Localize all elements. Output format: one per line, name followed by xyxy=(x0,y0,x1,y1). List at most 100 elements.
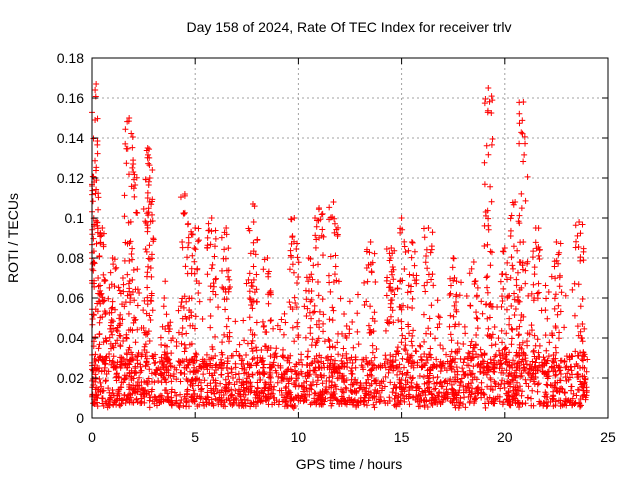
data-point xyxy=(435,313,442,320)
data-point xyxy=(181,209,188,216)
data-point xyxy=(518,358,525,365)
data-point xyxy=(128,130,135,137)
data-point xyxy=(122,400,129,407)
data-point xyxy=(401,364,408,371)
data-point xyxy=(518,190,525,197)
data-point xyxy=(120,281,127,288)
data-point xyxy=(218,371,225,378)
data-point xyxy=(224,358,231,365)
data-point xyxy=(106,284,113,291)
data-point xyxy=(191,270,198,277)
data-point xyxy=(179,244,186,251)
data-point xyxy=(497,385,504,392)
data-point xyxy=(146,366,153,373)
data-point xyxy=(319,210,326,217)
data-point xyxy=(405,357,412,364)
data-point xyxy=(340,389,347,396)
data-point xyxy=(408,254,415,261)
data-point xyxy=(286,359,293,366)
data-point xyxy=(499,298,506,305)
data-point xyxy=(195,289,202,296)
data-point xyxy=(293,304,300,311)
data-point xyxy=(420,373,427,380)
data-point xyxy=(127,291,134,298)
data-point xyxy=(254,370,261,377)
data-point xyxy=(471,398,478,405)
data-point xyxy=(346,298,353,305)
data-point xyxy=(145,263,152,270)
data-point xyxy=(261,256,268,263)
data-point xyxy=(303,274,310,281)
data-point xyxy=(432,385,439,392)
data-point xyxy=(510,357,517,364)
data-point xyxy=(484,315,491,322)
data-point xyxy=(329,343,336,350)
data-point xyxy=(262,384,269,391)
data-point xyxy=(536,247,543,254)
data-point xyxy=(270,386,277,393)
data-point xyxy=(551,258,558,265)
data-point xyxy=(462,404,469,411)
data-point xyxy=(573,392,580,399)
data-point xyxy=(141,394,148,401)
data-point xyxy=(505,389,512,396)
data-point xyxy=(388,268,395,275)
data-point xyxy=(510,377,517,384)
data-point xyxy=(373,345,380,352)
data-point xyxy=(542,369,549,376)
data-point xyxy=(518,372,525,379)
data-point xyxy=(115,373,122,380)
data-point xyxy=(474,353,481,360)
data-point xyxy=(513,282,520,289)
data-point xyxy=(399,226,406,233)
data-point xyxy=(207,296,214,303)
data-point xyxy=(408,379,415,386)
data-point xyxy=(209,364,216,371)
data-point xyxy=(108,309,115,316)
data-point xyxy=(218,356,225,363)
data-point xyxy=(557,240,564,247)
data-point xyxy=(515,298,522,305)
data-point xyxy=(418,364,425,371)
data-point xyxy=(531,363,538,370)
data-point xyxy=(391,291,398,298)
data-point xyxy=(397,304,404,311)
data-point xyxy=(136,289,143,296)
data-point xyxy=(208,265,215,272)
data-point xyxy=(223,323,230,330)
data-point xyxy=(525,370,532,377)
data-point xyxy=(327,253,334,260)
data-point xyxy=(520,239,527,246)
data-point xyxy=(487,376,494,383)
data-point xyxy=(192,225,199,231)
data-point xyxy=(126,115,133,121)
data-point xyxy=(92,157,99,164)
data-point xyxy=(437,368,444,375)
data-point xyxy=(302,334,309,341)
data-point xyxy=(97,388,104,395)
data-point xyxy=(403,393,410,400)
data-point xyxy=(384,317,391,324)
data-point xyxy=(208,215,215,221)
data-point xyxy=(139,351,146,358)
data-point xyxy=(141,378,148,385)
data-point xyxy=(455,399,462,406)
data-point xyxy=(164,396,171,403)
data-point xyxy=(460,371,467,378)
data-point xyxy=(482,96,489,103)
data-point xyxy=(191,245,198,252)
data-point xyxy=(212,379,219,386)
data-point xyxy=(326,344,333,351)
data-point xyxy=(448,348,455,355)
data-point xyxy=(453,291,460,298)
data-point xyxy=(522,280,529,287)
data-point xyxy=(112,340,119,347)
data-point xyxy=(110,401,117,408)
data-point xyxy=(175,307,182,314)
data-point xyxy=(347,356,354,363)
data-point xyxy=(365,322,372,329)
data-point xyxy=(405,323,412,330)
data-point xyxy=(267,353,274,360)
data-point xyxy=(173,397,180,404)
data-point xyxy=(565,366,572,373)
